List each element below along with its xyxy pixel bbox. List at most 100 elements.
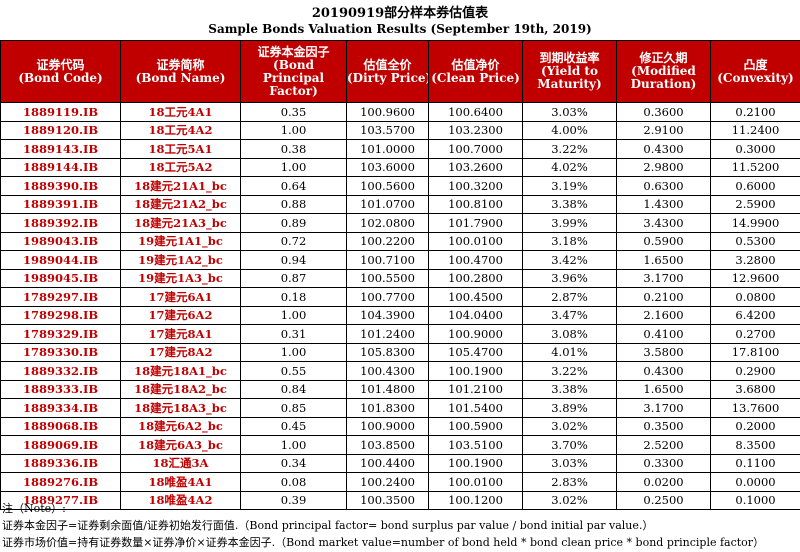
cell-ytm: 3.03%	[522, 453, 617, 473]
cell-bond-code: 1889119.IB	[0, 102, 121, 122]
cell-ytm: 3.96%	[522, 268, 617, 288]
table-row: 1889392.IB 18建元21A3_bc 0.89 102.0800 101.790…	[0, 213, 800, 233]
cell-principal-factor: 1.00	[240, 435, 347, 455]
cell-clean-price: 100.1900	[428, 361, 523, 381]
cell-clean-price: 100.1900	[428, 453, 523, 473]
cell-modified-duration: 0.2100	[616, 287, 711, 307]
cell-modified-duration: 3.5800	[616, 342, 711, 362]
cell-clean-price: 100.3200	[428, 176, 523, 196]
cell-convexity: 6.4200	[710, 305, 800, 325]
cell-convexity: 0.2100	[710, 102, 800, 122]
cell-modified-duration: 2.5200	[616, 435, 711, 455]
note-market-value: 证券市场价值=持有证券数量×证券净价×证券本金因子.（Bond market v…	[2, 536, 765, 549]
cell-convexity: 3.2800	[710, 250, 800, 270]
cell-dirty-price: 103.8500	[346, 435, 429, 455]
cell-dirty-price: 100.4400	[346, 453, 429, 473]
cell-convexity: 0.1000	[710, 490, 800, 510]
cell-bond-code: 1989043.IB	[0, 231, 121, 251]
cell-clean-price: 100.0100	[428, 472, 523, 492]
page-subtitle: Sample Bonds Valuation Results (Septembe…	[208, 22, 592, 36]
cell-principal-factor: 0.89	[240, 213, 347, 233]
cell-ytm: 2.83%	[522, 472, 617, 492]
table-row: 1789298.IB 17建元6A2 1.00 104.3900 104.0400 3.4…	[0, 305, 800, 325]
cell-dirty-price: 101.4800	[346, 379, 429, 399]
cell-convexity: 0.0800	[710, 287, 800, 307]
cell-clean-price: 100.1200	[428, 490, 523, 510]
cell-modified-duration: 2.9100	[616, 120, 711, 140]
cell-principal-factor: 0.94	[240, 250, 347, 270]
cell-modified-duration: 1.6500	[616, 379, 711, 399]
table-row: 1889336.IB 18汇通3A 0.34 100.4400 100.1900 3.03…	[0, 453, 800, 473]
notes-heading: 注（Note）:	[2, 502, 66, 515]
cell-bond-name: 19建元1A2_bc	[120, 250, 241, 270]
cell-convexity: 0.1100	[710, 453, 800, 473]
cell-modified-duration: 0.6300	[616, 176, 711, 196]
cell-dirty-price: 103.6000	[346, 157, 429, 177]
cell-convexity: 2.5900	[710, 194, 800, 214]
table-body: 1889119.IB 18工元4A1 0.35 100.9600 100.6400 3.0…	[0, 102, 800, 510]
cell-principal-factor: 0.45	[240, 416, 347, 436]
table-row: 1889144.IB 18工元5A2 1.00 103.6000 103.2600 4.0…	[0, 157, 800, 177]
cell-bond-name: 18唯盈4A1	[120, 472, 241, 492]
cell-bond-code: 1889068.IB	[0, 416, 121, 436]
cell-dirty-price: 102.0800	[346, 213, 429, 233]
cell-bond-name: 18建元6A3_bc	[120, 435, 241, 455]
cell-clean-price: 103.2600	[428, 157, 523, 177]
cell-convexity: 0.6000	[710, 176, 800, 196]
cell-modified-duration: 3.1700	[616, 268, 711, 288]
cell-clean-price: 100.9000	[428, 324, 523, 344]
cell-dirty-price: 101.0700	[346, 194, 429, 214]
cell-ytm: 3.03%	[522, 102, 617, 122]
cell-dirty-price: 100.9600	[346, 102, 429, 122]
cell-ytm: 3.38%	[522, 379, 617, 399]
cell-modified-duration: 1.4300	[616, 194, 711, 214]
cell-ytm: 4.01%	[522, 342, 617, 362]
cell-clean-price: 100.4700	[428, 250, 523, 270]
cell-convexity: 0.2700	[710, 324, 800, 344]
cell-bond-name: 19建元1A3_bc	[120, 268, 241, 288]
cell-convexity: 14.9900	[710, 213, 800, 233]
cell-clean-price: 100.7000	[428, 139, 523, 159]
table-row: 1889276.IB 18唯盈4A1 0.08 100.2400 100.0100 2.8…	[0, 472, 800, 492]
table-row: 1989043.IB 19建元1A1_bc 0.72 100.2200 100.0100…	[0, 231, 800, 251]
cell-dirty-price: 101.0000	[346, 139, 429, 159]
cell-bond-code: 1889069.IB	[0, 435, 121, 455]
cell-bond-code: 1889277.IB	[0, 490, 121, 510]
cell-ytm: 3.47%	[522, 305, 617, 325]
cell-modified-duration: 3.4300	[616, 213, 711, 233]
cell-dirty-price: 100.5600	[346, 176, 429, 196]
cell-bond-name: 18工元5A1	[120, 139, 241, 159]
cell-modified-duration: 0.4300	[616, 139, 711, 159]
cell-dirty-price: 100.3500	[346, 490, 429, 510]
cell-principal-factor: 0.85	[240, 398, 347, 418]
cell-bond-code: 1889334.IB	[0, 398, 121, 418]
col-header-modified-duration: 修正久期 (Modified Duration)	[616, 40, 711, 103]
cell-bond-code: 1889332.IB	[0, 361, 121, 381]
cell-clean-price: 101.7900	[428, 213, 523, 233]
cell-clean-price: 100.0100	[428, 231, 523, 251]
cell-bond-name: 18建元21A1_bc	[120, 176, 241, 196]
cell-principal-factor: 0.18	[240, 287, 347, 307]
table-row: 1889334.IB 18建元18A3_bc 0.85 101.8300 101.540…	[0, 398, 800, 418]
cell-modified-duration: 0.3500	[616, 416, 711, 436]
cell-ytm: 2.87%	[522, 287, 617, 307]
cell-dirty-price: 100.4300	[346, 361, 429, 381]
cell-principal-factor: 0.84	[240, 379, 347, 399]
col-header-convexity: 凸度 (Convexity)	[710, 40, 800, 103]
col-header-ytm: 到期收益率 (Yield to Maturity)	[522, 40, 617, 103]
cell-principal-factor: 0.39	[240, 490, 347, 510]
cell-modified-duration: 0.4100	[616, 324, 711, 344]
cell-modified-duration: 0.3300	[616, 453, 711, 473]
cell-modified-duration: 0.3600	[616, 102, 711, 122]
cell-principal-factor: 0.55	[240, 361, 347, 381]
cell-ytm: 3.02%	[522, 490, 617, 510]
cell-bond-code: 1889276.IB	[0, 472, 121, 492]
cell-clean-price: 100.8100	[428, 194, 523, 214]
cell-principal-factor: 0.88	[240, 194, 347, 214]
cell-dirty-price: 100.7100	[346, 250, 429, 270]
cell-modified-duration: 0.4300	[616, 361, 711, 381]
page-title: 20190919部分样本券估值表	[311, 6, 489, 21]
cell-ytm: 3.08%	[522, 324, 617, 344]
cell-bond-name: 17建元6A1	[120, 287, 241, 307]
cell-ytm: 3.19%	[522, 176, 617, 196]
